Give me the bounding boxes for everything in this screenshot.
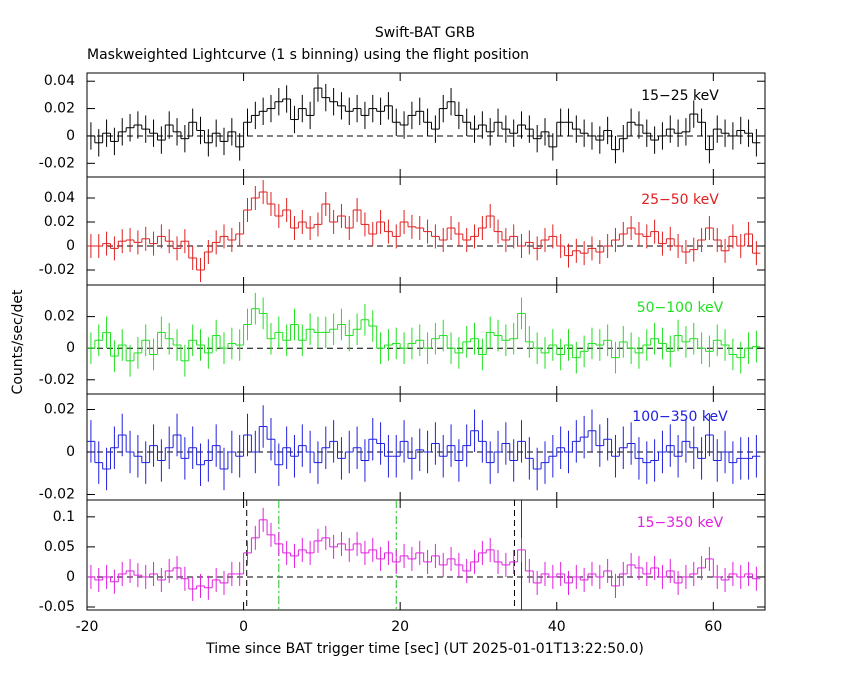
x-tick-label: -20 (76, 619, 99, 635)
y-tick-label: 0.04 (44, 73, 75, 89)
y-tick-label: 0.04 (44, 190, 75, 206)
y-tick-label: 0.1 (53, 509, 75, 525)
band-label: 15−25 keV (641, 88, 719, 104)
y-tick-label: 0 (66, 569, 75, 585)
chart-title: Swift-BAT GRB (375, 25, 475, 41)
y-tick-label: 0.02 (44, 309, 75, 325)
x-axis-label: Time since BAT trigger time [sec] (UT 20… (205, 641, 644, 657)
y-tick-label: 0.05 (44, 539, 75, 555)
y-tick-label: 0 (66, 238, 75, 254)
x-tick-label: 40 (548, 619, 566, 635)
panel-frame (86, 499, 766, 611)
y-axis-label: Counts/sec/det (10, 289, 26, 394)
x-tick-label: 0 (239, 619, 248, 635)
y-tick-label: -0.02 (39, 155, 75, 171)
y-tick-label: -0.02 (39, 486, 75, 502)
x-tick-label: 60 (704, 619, 722, 635)
y-tick-label: 0 (66, 340, 75, 356)
chart-subtitle: Maskweighted Lightcurve (1 s binning) us… (87, 47, 529, 63)
y-tick-label: 0 (66, 128, 75, 144)
y-tick-label: 0 (66, 444, 75, 460)
x-tick-label: 20 (391, 619, 409, 635)
y-tick-label: 0.02 (44, 101, 75, 117)
band-label: 25−50 keV (641, 192, 719, 208)
band-label: 50−100 keV (637, 300, 724, 316)
y-tick-label: -0.02 (39, 262, 75, 278)
y-tick-label: 0.02 (44, 402, 75, 418)
y-tick-label: -0.05 (39, 599, 75, 615)
y-tick-label: -0.02 (39, 372, 75, 388)
band-label: 15−350 keV (637, 515, 724, 531)
y-tick-label: 0.02 (44, 214, 75, 230)
band-label: 100−350 keV (632, 409, 728, 425)
